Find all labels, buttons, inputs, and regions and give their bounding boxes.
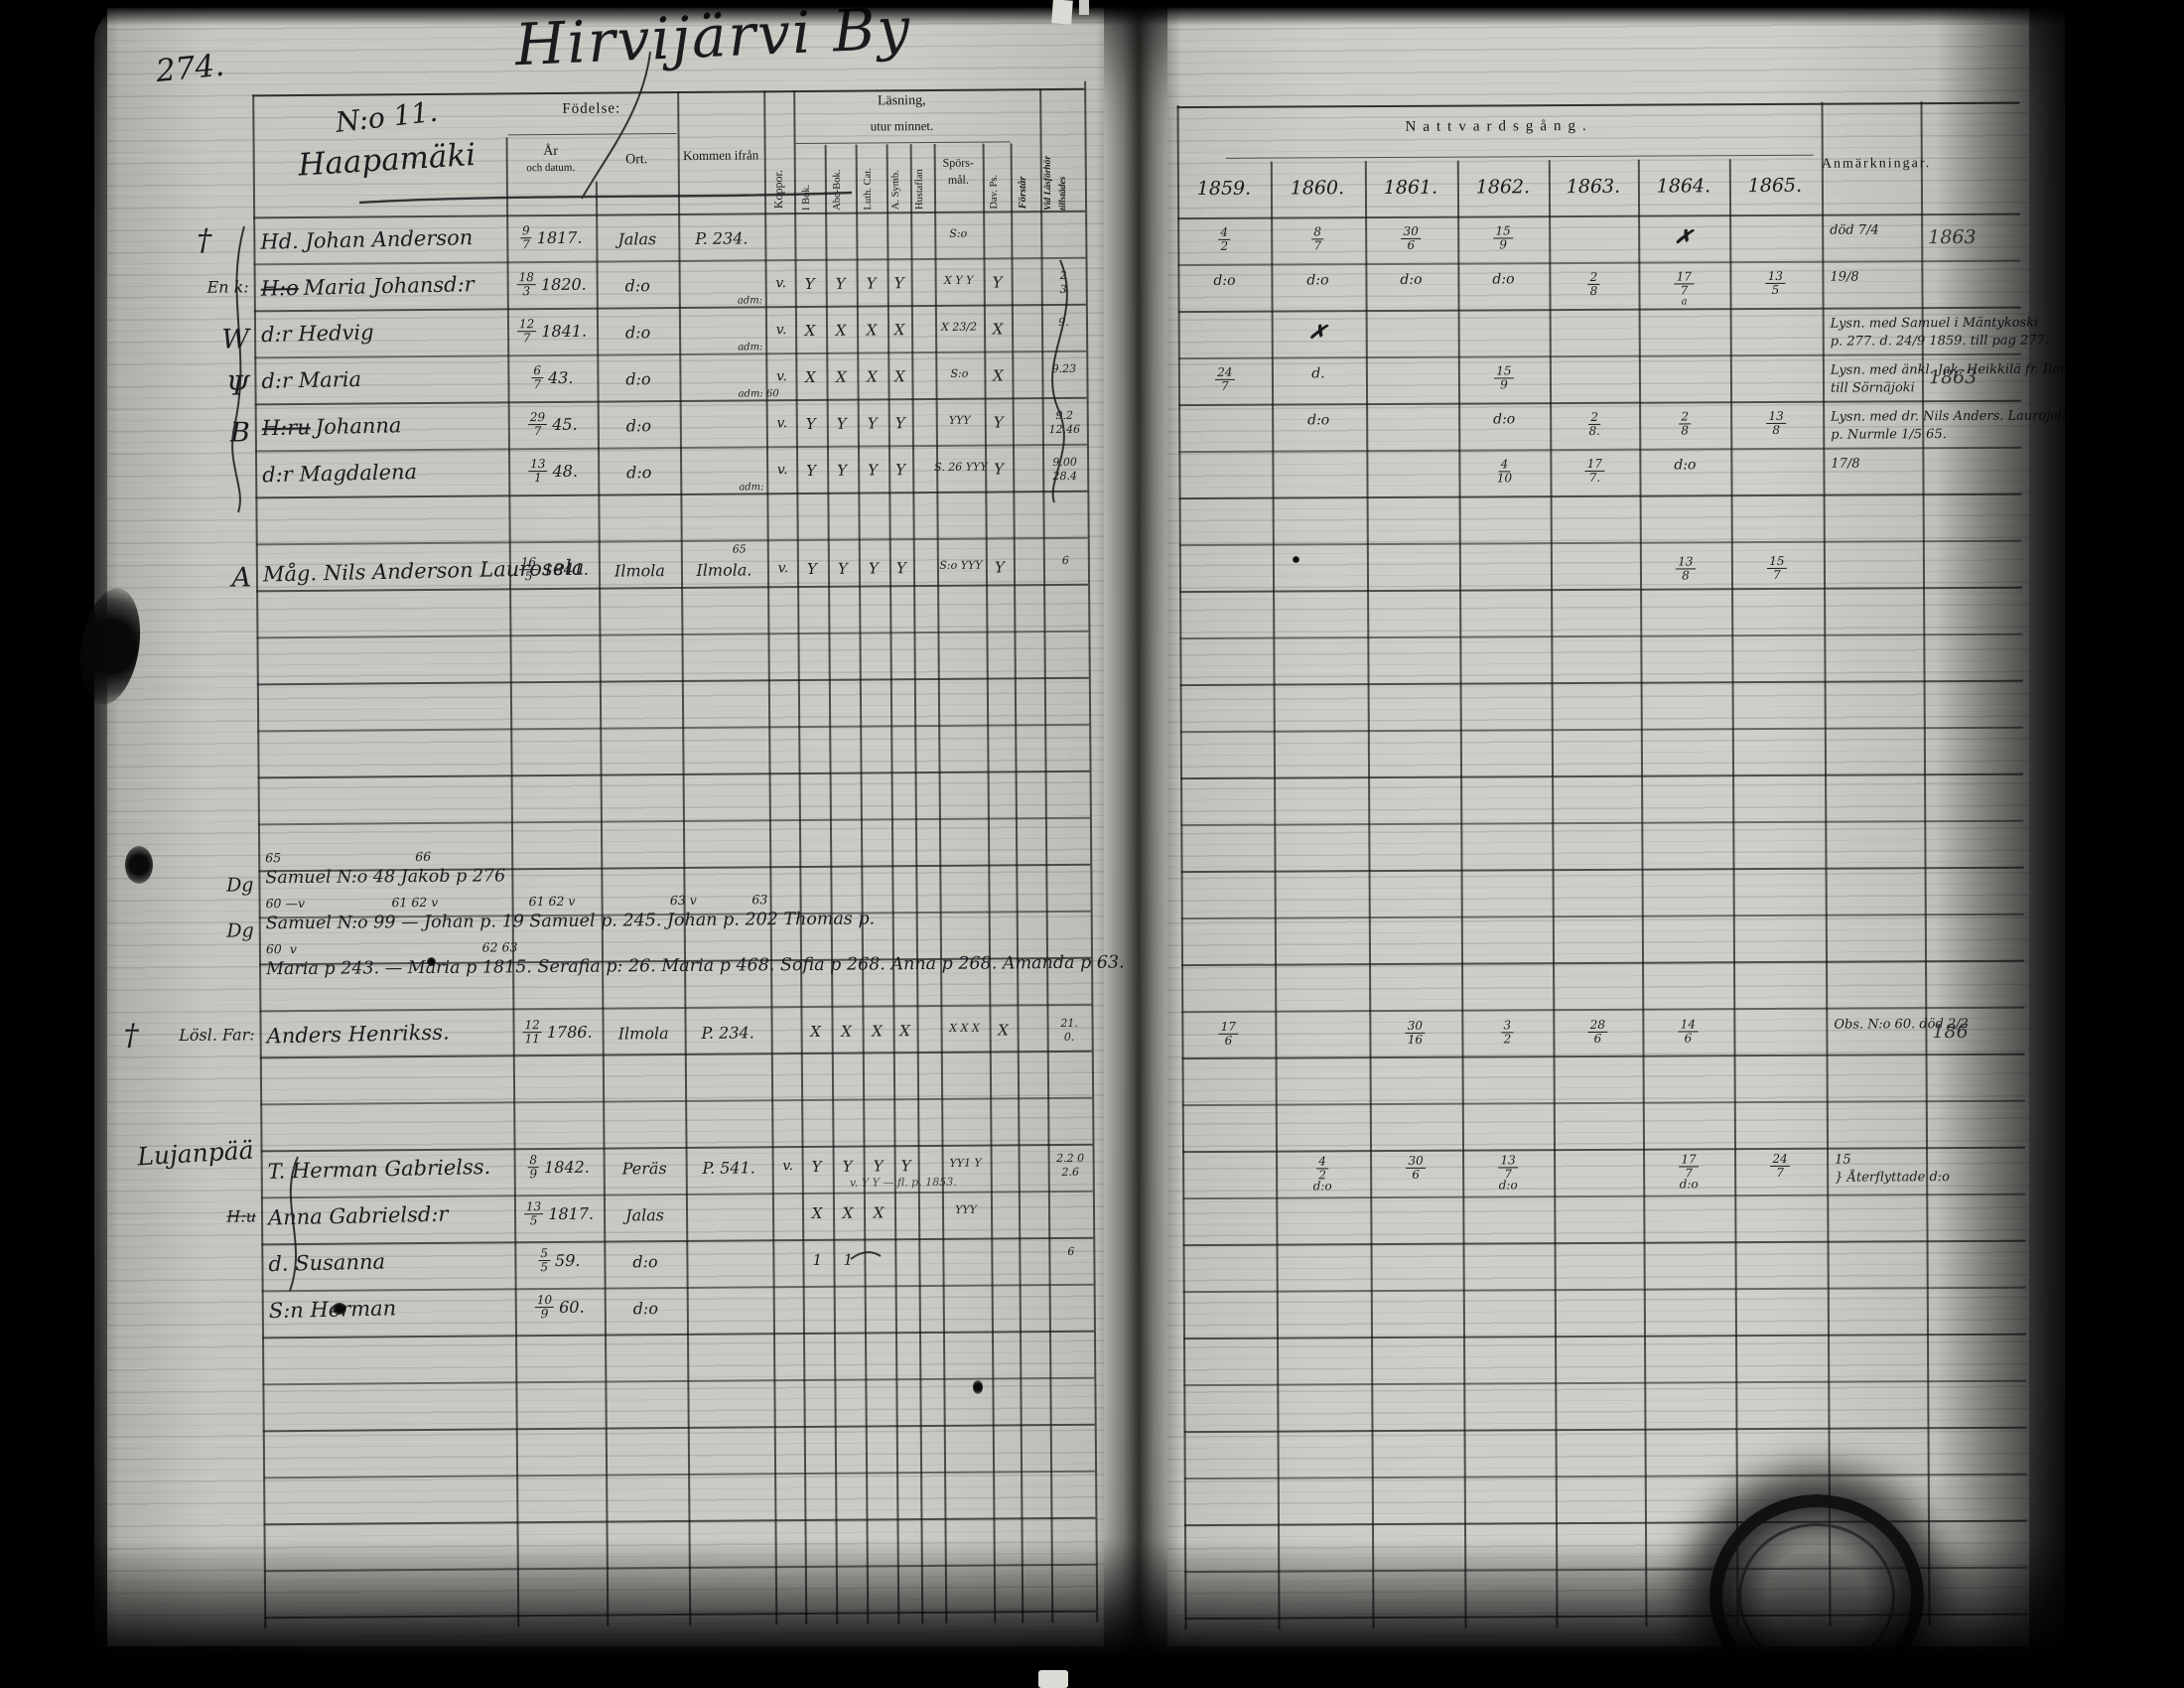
vignette-bottom [0,1539,2184,1688]
vignette-left [0,0,119,1688]
vignette-top [0,0,2184,26]
ink-speck-4 [333,1303,346,1315]
page-marker-tab-top [1051,0,1073,25]
vignette-right [1936,0,2184,1688]
book-gutter-shadow [1096,0,1181,1688]
ink-speck-2 [1293,556,1299,563]
right-page-paper [1167,8,2029,1646]
ink-speck-1 [427,957,436,966]
page-marker-tab-top-2 [1079,0,1089,15]
ink-speck-3 [973,1380,983,1394]
ink-blot-small [125,846,153,884]
page-marker-tab-bottom [1038,1670,1068,1688]
